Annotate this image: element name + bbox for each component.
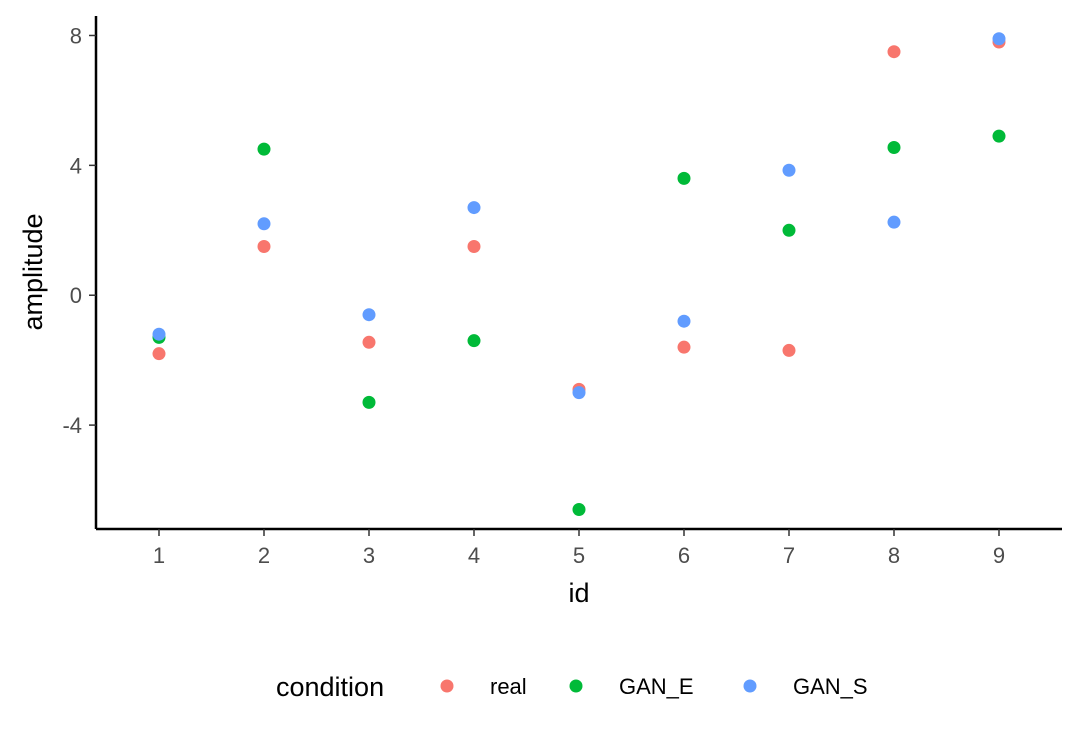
legend-key — [743, 679, 757, 693]
legend: condition real GAN_E GAN_S — [276, 672, 868, 702]
data-point — [782, 163, 796, 177]
x-tick-label: 2 — [258, 543, 270, 568]
data-point — [362, 395, 376, 409]
y-tick-label: 4 — [70, 153, 82, 178]
x-axis: 1 2 3 4 5 6 7 8 9 — [96, 527, 1062, 568]
x-tick-label: 3 — [363, 543, 375, 568]
data-point — [467, 334, 481, 348]
legend-label: real — [490, 674, 527, 699]
data-points — [152, 32, 1006, 517]
data-point — [572, 386, 586, 400]
x-tick-label: 9 — [993, 543, 1005, 568]
x-tick-label: 5 — [573, 543, 585, 568]
data-point — [677, 171, 691, 185]
legend-key — [569, 679, 583, 693]
x-tick-label: 7 — [783, 543, 795, 568]
x-tick-label: 8 — [888, 543, 900, 568]
data-point — [992, 32, 1006, 46]
legend-label: GAN_S — [793, 674, 868, 699]
x-tick-label: 1 — [153, 543, 165, 568]
y-tick-label: 8 — [70, 23, 82, 48]
data-point — [152, 347, 166, 361]
x-tick-label: 4 — [468, 543, 480, 568]
data-point — [887, 45, 901, 59]
data-point — [887, 140, 901, 154]
y-axis-title: amplitude — [18, 213, 48, 330]
x-tick-label: 6 — [678, 543, 690, 568]
data-point — [362, 335, 376, 349]
data-point — [782, 223, 796, 237]
data-point — [467, 201, 481, 215]
data-point — [677, 340, 691, 354]
data-point — [152, 327, 166, 341]
x-axis-title: id — [568, 578, 589, 608]
series-gan-s — [152, 32, 1006, 400]
data-point — [257, 240, 271, 254]
series-gan-e — [152, 129, 1006, 517]
data-point — [887, 215, 901, 229]
y-tick-label: 0 — [70, 283, 82, 308]
data-point — [992, 129, 1006, 143]
data-point — [677, 314, 691, 328]
data-point — [257, 217, 271, 231]
y-axis: -4 0 4 8 — [62, 16, 98, 529]
data-point — [257, 142, 271, 156]
y-tick-label: -4 — [62, 413, 82, 438]
series-real — [152, 35, 1006, 396]
data-point — [782, 343, 796, 357]
data-point — [362, 308, 376, 322]
data-point — [572, 503, 586, 517]
legend-title: condition — [276, 672, 384, 702]
legend-key — [440, 679, 454, 693]
legend-label: GAN_E — [619, 674, 694, 699]
data-point — [467, 240, 481, 254]
